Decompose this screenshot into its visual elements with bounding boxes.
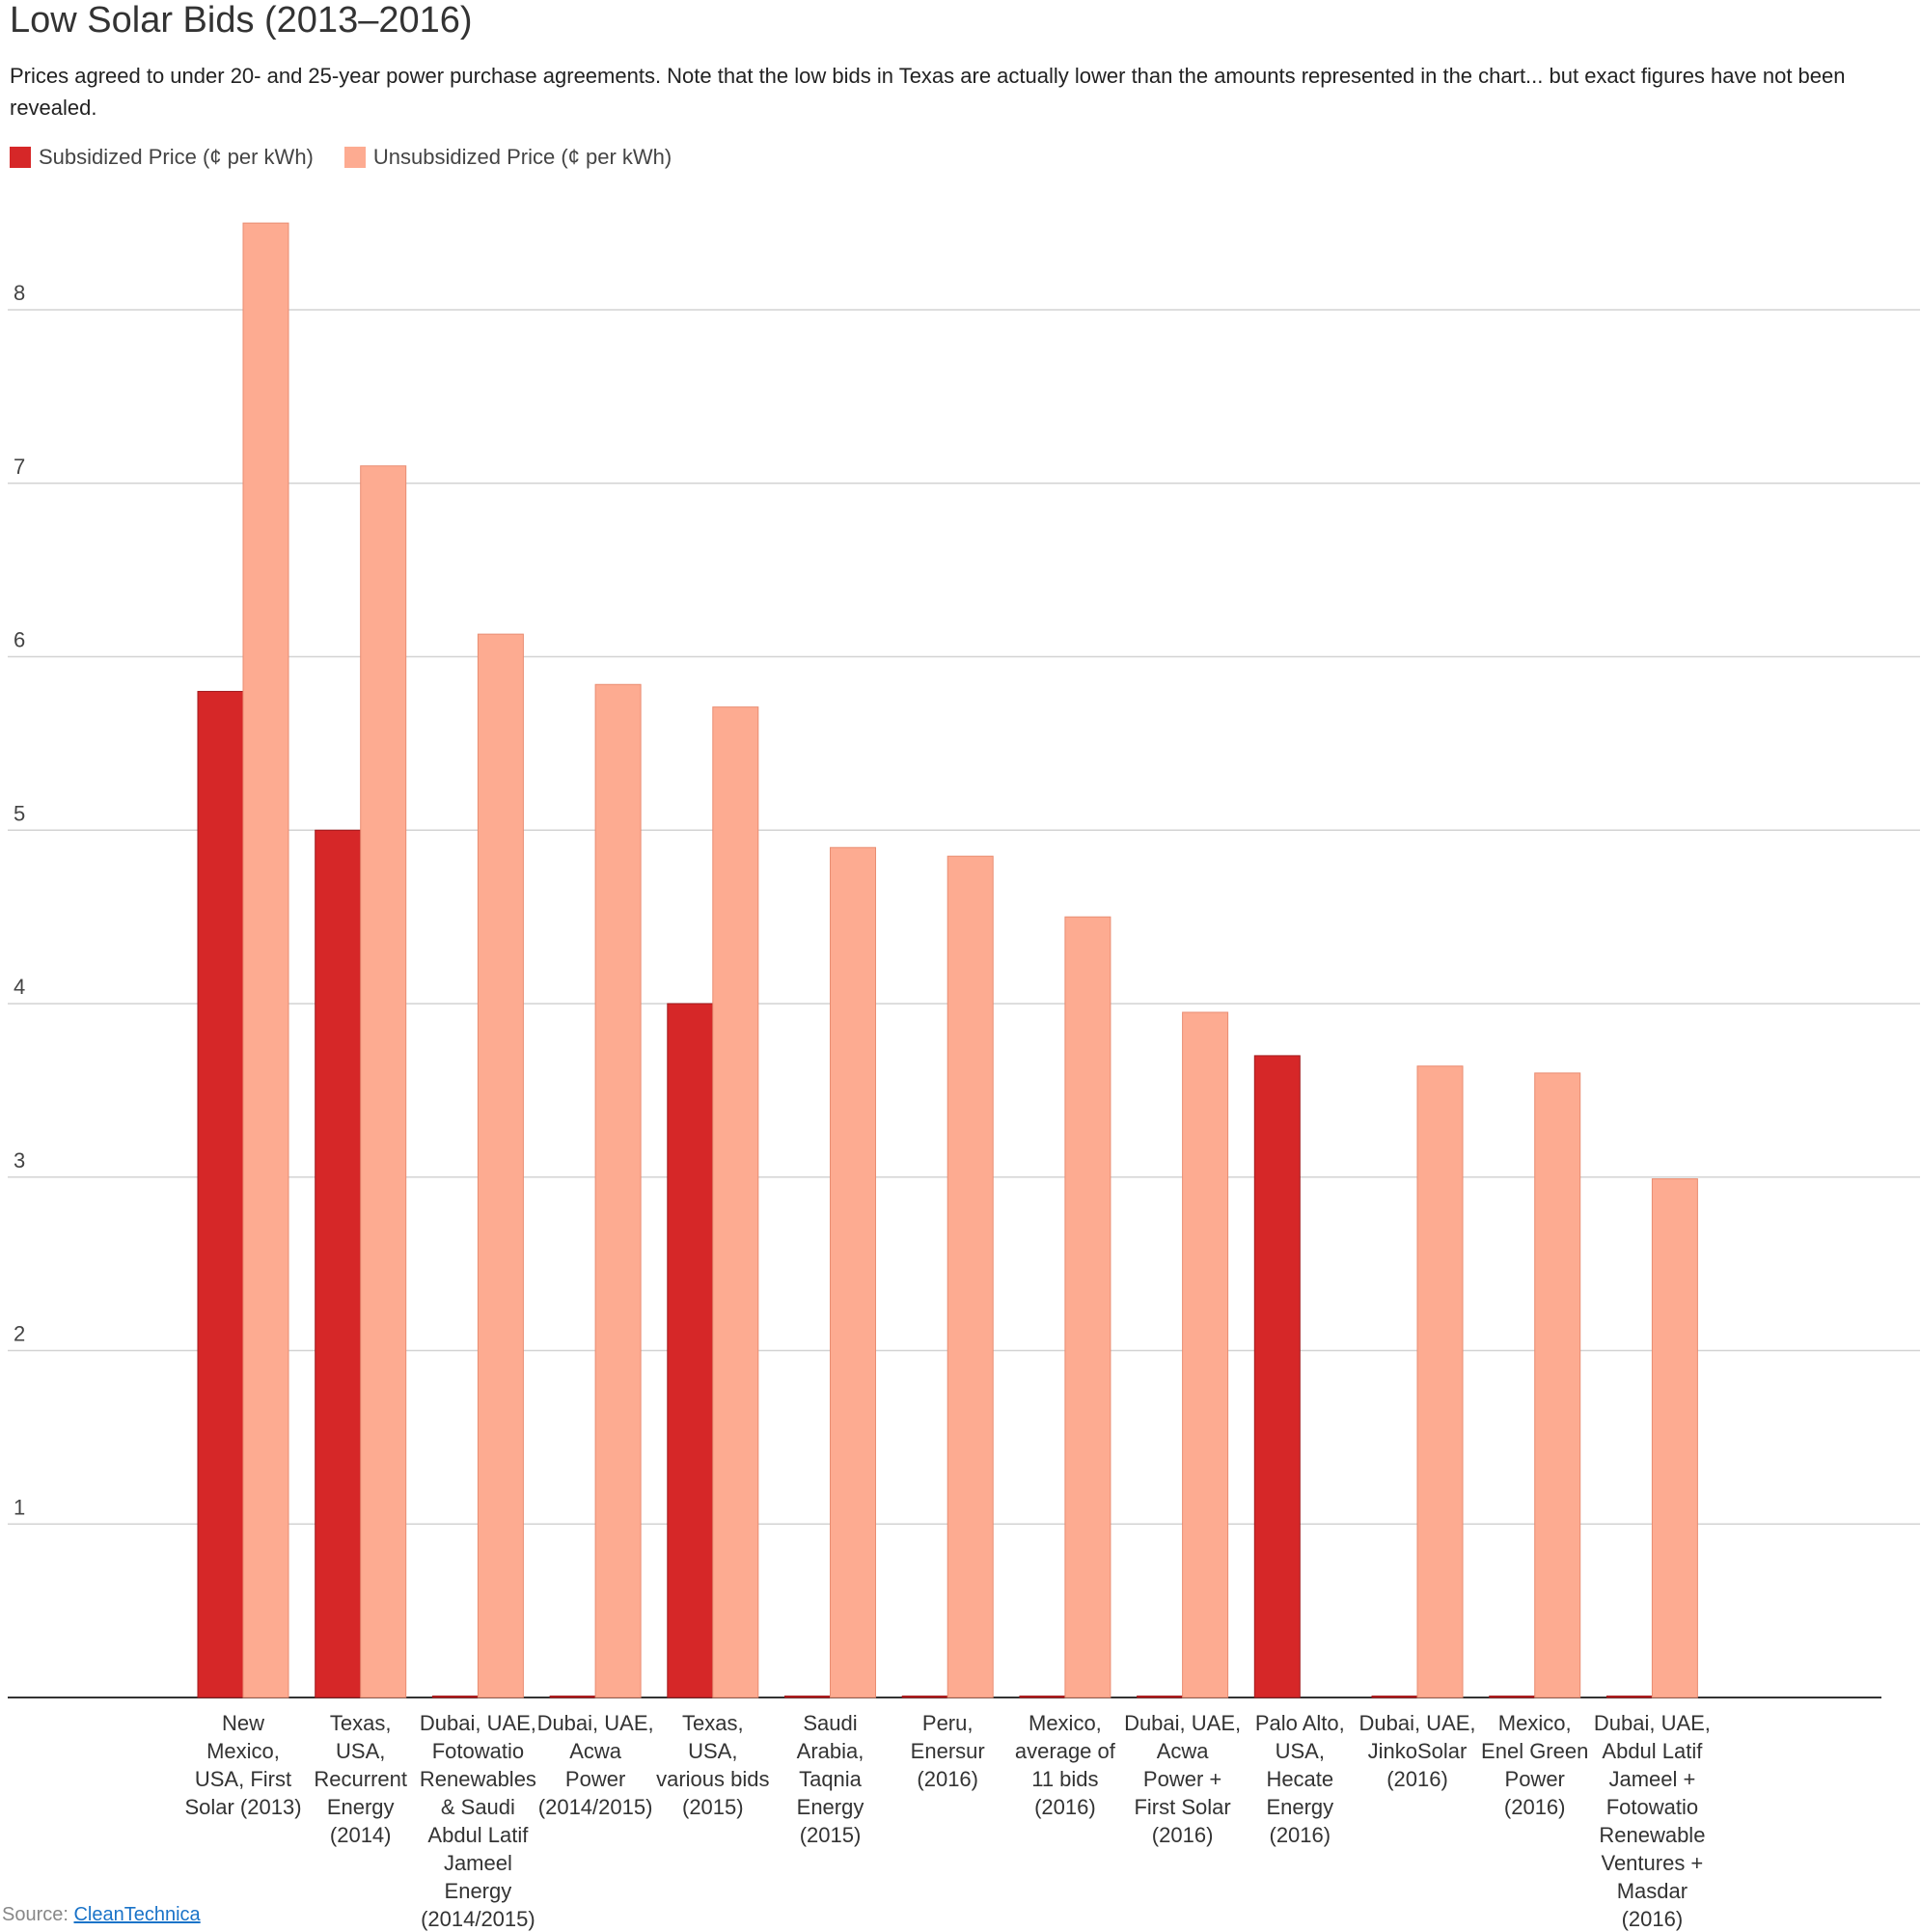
y-tick-label: 7 <box>14 455 25 479</box>
x-category-label: Dubai, UAE, Fotowatio Renewables & Saudi Abd… <box>420 1711 536 1931</box>
bar-unsubsidized <box>1534 1072 1581 1698</box>
bar-unsubsidized <box>1182 1011 1229 1698</box>
bar-subsidized <box>901 1696 948 1698</box>
legend-label-subsidized: Subsidized Price (¢ per kWh) <box>39 145 314 169</box>
legend-item-subsidized: Subsidized Price (¢ per kWh) <box>10 145 314 170</box>
bar-unsubsidized <box>1416 1065 1464 1698</box>
bar-subsidized <box>784 1696 831 1698</box>
bar-unsubsidized <box>947 855 994 1698</box>
x-category-label: Dubai, UAE, Abdul Latif Jameel + Fotowatio R… <box>1594 1711 1711 1931</box>
y-tick-label: 1 <box>14 1495 25 1519</box>
x-category-label: Mexico, Enel Green Power (2016) <box>1481 1711 1588 1819</box>
legend-swatch-subsidized <box>10 147 31 168</box>
source-prefix: Source: <box>2 1904 74 1925</box>
y-tick-label: 5 <box>14 801 25 825</box>
x-category-label: Dubai, UAE, Acwa Power (2014/2015) <box>537 1711 654 1819</box>
bar-unsubsidized <box>477 633 524 1698</box>
bar-subsidized <box>1605 1696 1653 1698</box>
bar-unsubsidized <box>1064 916 1111 1698</box>
bar-subsidized <box>197 690 244 1698</box>
y-tick-label: 3 <box>14 1148 25 1173</box>
bar-unsubsidized <box>1651 1178 1698 1698</box>
legend-item-unsubsidized: Unsubsidized Price (¢ per kWh) <box>343 145 672 170</box>
legend-label-unsubsidized: Unsubsidized Price (¢ per kWh) <box>372 145 672 169</box>
bar-unsubsidized <box>594 683 642 1698</box>
x-category-label: Texas, USA, Recurrent Energy (2014) <box>314 1711 407 1847</box>
bar-subsidized <box>1253 1055 1301 1698</box>
x-category-label: Peru, Enersur (2016) <box>911 1711 985 1791</box>
legend: Subsidized Price (¢ per kWh) Unsubsidize… <box>10 145 672 170</box>
bar-unsubsidized <box>242 222 289 1698</box>
x-category-label: Saudi Arabia, Taqnia Energy (2015) <box>797 1711 864 1847</box>
y-tick-label: 8 <box>14 281 25 305</box>
chart-subtitle: Prices agreed to under 20- and 25-year p… <box>10 64 1846 120</box>
source-note: Source: CleanTechnica <box>2 1904 201 1926</box>
y-tick-label: 4 <box>14 975 25 999</box>
y-tick-label: 6 <box>14 628 25 652</box>
x-category-label: Mexico, average of 11 bids (2016) <box>1015 1711 1116 1819</box>
bar-subsidized <box>431 1696 479 1698</box>
x-category-label: Dubai, UAE, Acwa Power + First Solar (2016) <box>1124 1711 1241 1847</box>
x-category-label: Texas, USA, various bids (2015) <box>656 1711 769 1819</box>
legend-swatch-unsubsidized <box>343 147 366 168</box>
bar-unsubsidized <box>830 846 876 1698</box>
x-category-label: Dubai, UAE, JinkoSolar (2016) <box>1358 1711 1475 1791</box>
bar-subsidized <box>1371 1696 1418 1698</box>
chart-title: Low Solar Bids (2013–2016) <box>10 0 473 41</box>
bar-unsubsidized <box>712 706 759 1698</box>
bar-subsidized <box>1137 1696 1184 1698</box>
bar-subsidized <box>1489 1696 1536 1698</box>
x-category-label: Palo Alto, USA, Hecate Energy (2016) <box>1255 1711 1345 1847</box>
x-category-label: New Mexico, USA, First Solar (2013) <box>184 1711 301 1819</box>
bar-subsidized <box>1019 1696 1066 1698</box>
bar-unsubsidized <box>360 465 407 1698</box>
y-tick-label: 2 <box>14 1322 25 1346</box>
bar-subsidized <box>549 1696 596 1698</box>
bar-subsidized <box>315 829 362 1698</box>
source-link[interactable]: CleanTechnica <box>73 1904 201 1925</box>
bar-subsidized <box>667 1003 714 1698</box>
